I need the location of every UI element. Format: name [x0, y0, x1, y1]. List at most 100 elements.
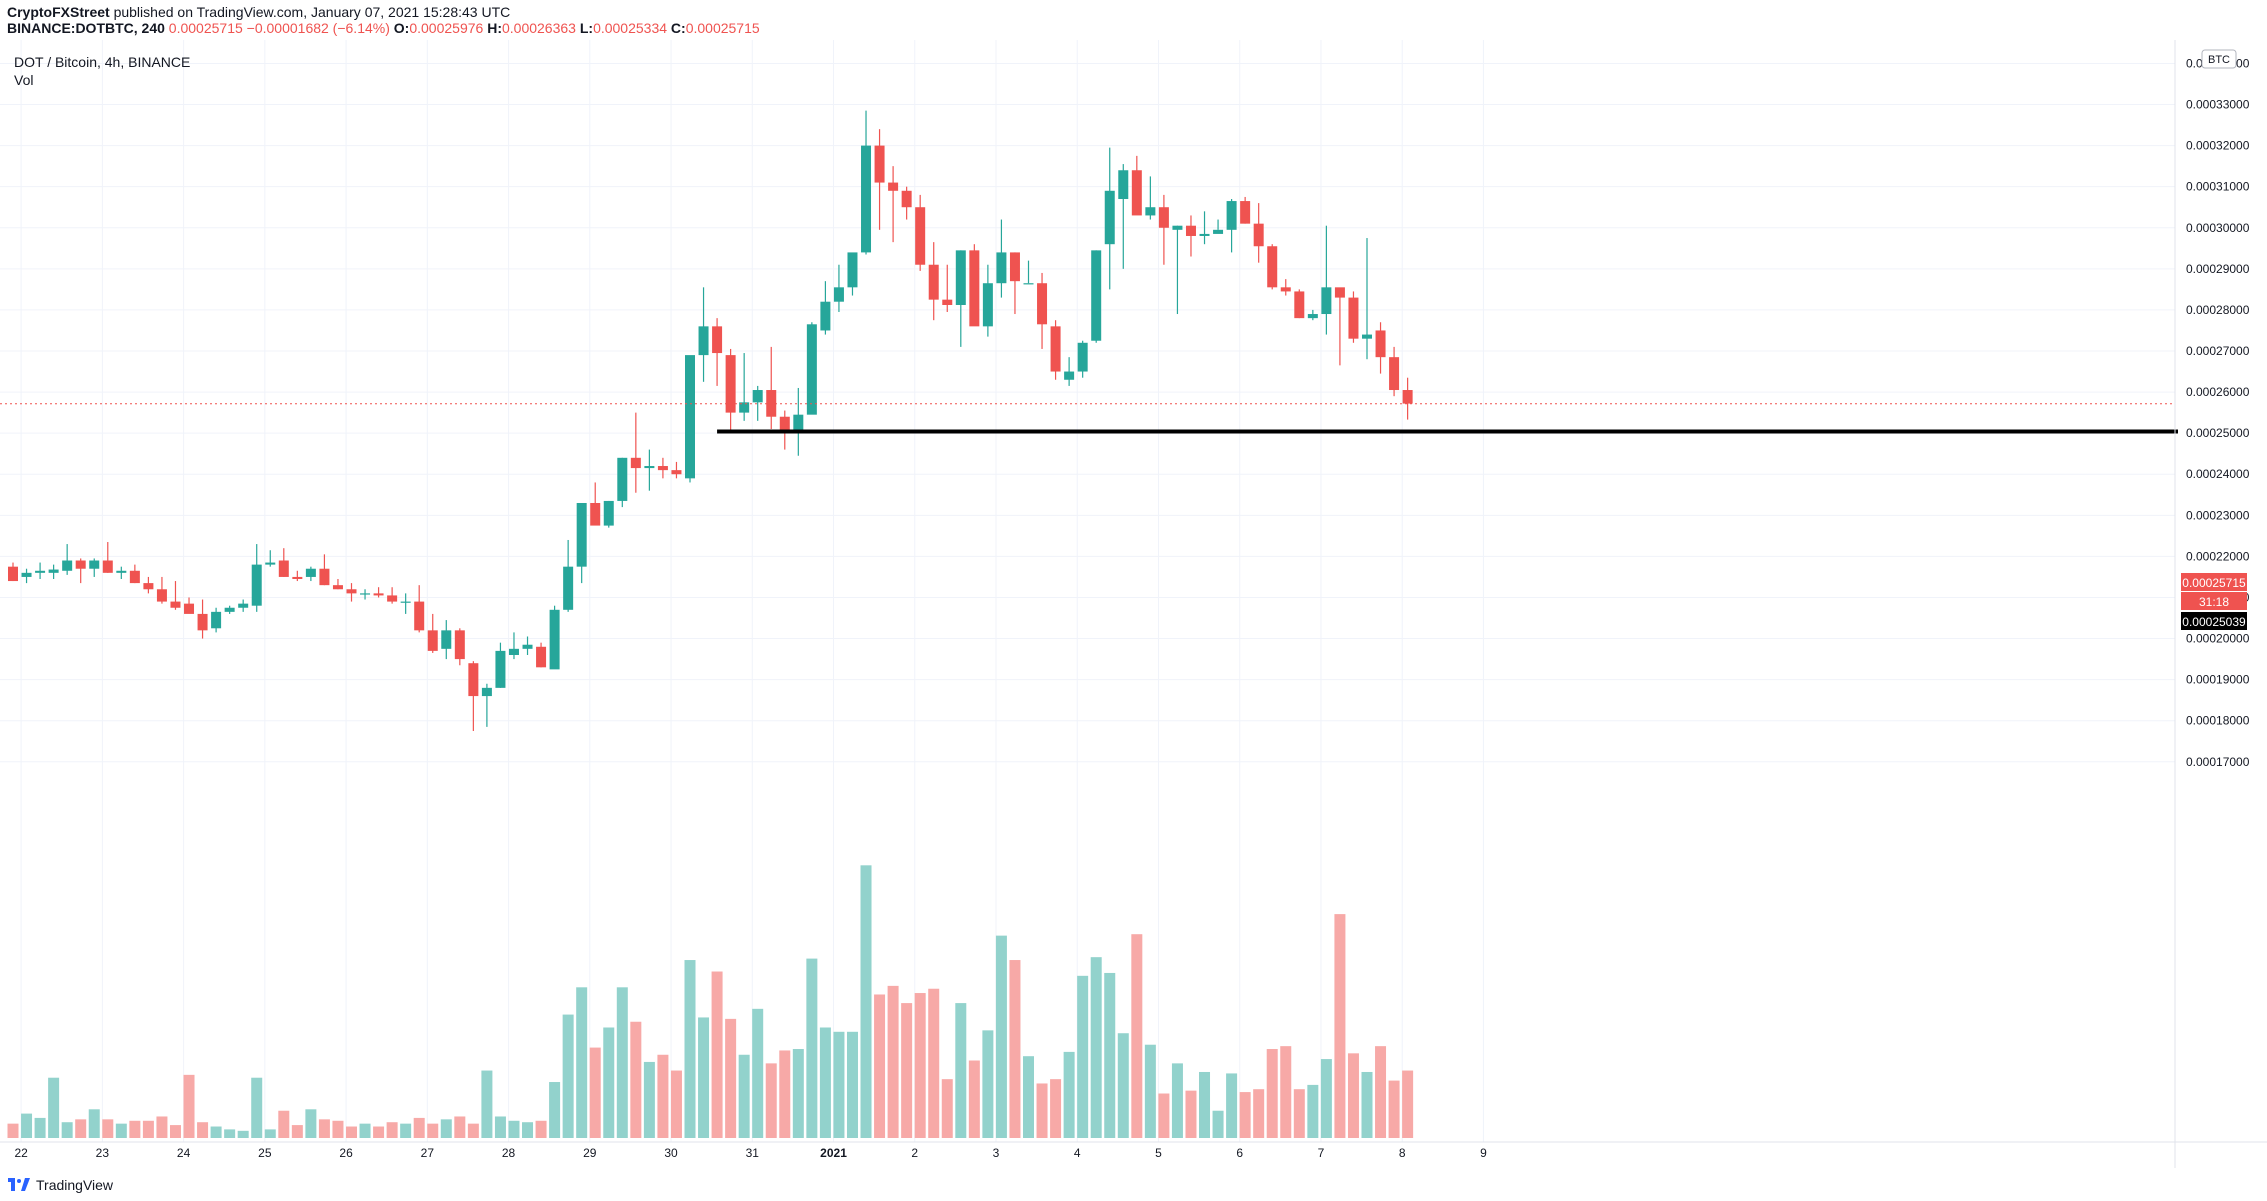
bearish-candle — [332, 578, 343, 590]
volume-bar — [1239, 1092, 1251, 1138]
volume-bar — [373, 1126, 385, 1138]
bearish-candle — [143, 576, 154, 594]
volume-bar — [75, 1119, 87, 1138]
bearish-candle — [915, 194, 926, 271]
grid-lines — [0, 40, 2175, 1142]
volume-bar — [359, 1123, 371, 1138]
bearish-candle — [928, 242, 939, 321]
time-tick-label: 25 — [258, 1146, 272, 1160]
candle-body — [1267, 246, 1278, 288]
volume-bar — [1347, 1053, 1359, 1138]
volume-bar — [535, 1120, 547, 1138]
bullish-candle — [265, 550, 276, 567]
volume-bar — [1334, 914, 1346, 1138]
candle-body — [915, 207, 926, 265]
candle-body — [1321, 287, 1332, 315]
time-tick-label: 4 — [1074, 1146, 1081, 1160]
bearish-candle — [278, 548, 289, 577]
candle-body — [360, 593, 371, 595]
bullish-candle — [211, 607, 222, 633]
candle-body — [793, 414, 804, 432]
tradingview-logo[interactable]: TradingView — [8, 1173, 113, 1197]
price-axis[interactable]: 0.000340000.000330000.000320000.00031000… — [2186, 56, 2250, 768]
candle-body — [1050, 326, 1061, 372]
volume-legend[interactable]: Vol — [14, 72, 34, 88]
volume-bar — [427, 1123, 439, 1138]
bullish-candle — [576, 502, 587, 584]
bearish-candle — [414, 585, 425, 633]
candle-body — [346, 589, 357, 594]
time-tick-label: 31 — [746, 1146, 760, 1160]
bearish-candle — [387, 587, 398, 604]
candle-body — [1145, 207, 1156, 216]
candle-body — [996, 252, 1007, 284]
candle-body — [238, 603, 249, 608]
volume-bar — [1036, 1083, 1048, 1138]
candle-body — [522, 644, 533, 649]
price-tick-label: 0.00024000 — [2186, 467, 2250, 481]
price-tick-label: 0.00033000 — [2186, 98, 2250, 112]
candle-body — [89, 560, 100, 569]
volume-bar — [576, 987, 588, 1138]
volume-bar — [1090, 957, 1102, 1138]
candle-body — [549, 609, 560, 670]
time-tick-label: 23 — [96, 1146, 110, 1160]
volume-bar — [21, 1113, 33, 1138]
volume-bar — [467, 1123, 479, 1138]
price-tick-label: 0.00026000 — [2186, 385, 2250, 399]
price-tick-label: 0.00030000 — [2186, 221, 2250, 235]
volume-bar — [169, 1125, 181, 1138]
time-tick-label: 2 — [911, 1146, 918, 1160]
candle-body — [1172, 225, 1183, 230]
candle-body — [35, 570, 46, 573]
volume-bar — [522, 1122, 534, 1138]
bearish-candle — [1253, 203, 1264, 263]
candle-body — [1009, 252, 1020, 282]
volume-bar — [494, 1116, 506, 1138]
legend-title[interactable]: DOT / Bitcoin, 4h, BINANCE — [14, 54, 191, 70]
bullish-candle — [820, 281, 831, 335]
bullish-candle — [35, 562, 46, 579]
bullish-candle — [1213, 219, 1224, 234]
price-tick-label: 0.00031000 — [2186, 180, 2250, 194]
time-tick-label: 2021 — [820, 1146, 847, 1160]
volume-bar — [88, 1109, 100, 1138]
bullish-candle — [238, 599, 249, 612]
volume-bar — [346, 1126, 357, 1138]
candle-body — [901, 190, 912, 208]
candle-body — [712, 326, 723, 354]
bullish-candle — [955, 250, 966, 347]
time-axis[interactable]: 22 23 24 25 26 27 28 29 30 31 2021 2 3 4 5 6 7 8 9 — [14, 1146, 1487, 1160]
bearish-candle — [1037, 272, 1048, 349]
bullish-candle — [563, 539, 574, 612]
candle-body — [1185, 225, 1196, 236]
bullish-candle — [752, 385, 763, 421]
candle-body — [820, 301, 831, 331]
time-tick-label: 7 — [1318, 1146, 1325, 1160]
volume-bar — [1050, 1079, 1062, 1138]
publisher-name[interactable]: CryptoFXStreet — [7, 4, 110, 20]
candle-body — [197, 613, 208, 631]
currency-badge[interactable]: BTC — [2201, 49, 2237, 69]
bullish-candle — [793, 387, 804, 456]
price-tick-label: 0.00019000 — [2186, 673, 2250, 687]
candle-body — [305, 568, 316, 577]
volume-bar — [1320, 1059, 1332, 1138]
currency-badge-label: BTC — [2208, 54, 2230, 66]
time-tick-label: 27 — [421, 1146, 435, 1160]
bullish-candle — [685, 355, 695, 483]
ohlc-line: BINANCE:DOTBTC, 240 0.00025715 −0.000016… — [7, 20, 760, 36]
candle-body — [427, 630, 438, 651]
bullish-candle — [1064, 357, 1075, 386]
candle-body — [441, 630, 452, 649]
volume-bar — [332, 1120, 344, 1138]
bearish-candle — [346, 583, 357, 602]
price-tick-label: 0.00029000 — [2186, 262, 2250, 276]
low-value: 0.00025334 — [593, 20, 668, 36]
volume-bar — [508, 1120, 520, 1138]
bearish-candle — [373, 587, 384, 598]
candle-body — [942, 299, 953, 305]
open-label: O: — [393, 20, 410, 36]
candle-body — [982, 283, 993, 327]
